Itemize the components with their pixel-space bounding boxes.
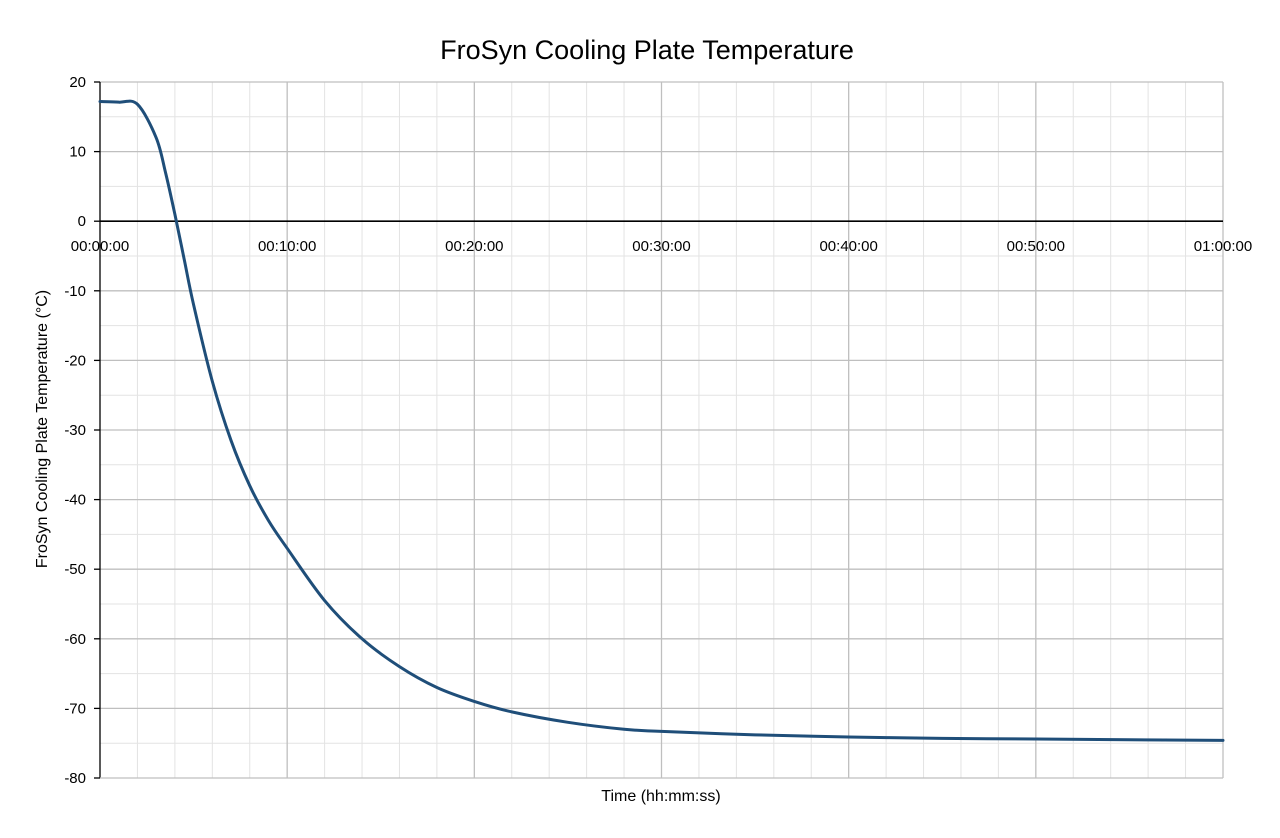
- y-tick-label: -70: [64, 700, 86, 717]
- y-tick-label: -80: [64, 770, 86, 787]
- y-tick-label: 10: [69, 144, 86, 161]
- y-tick-label: 0: [78, 213, 86, 230]
- series-line: [98, 99, 1225, 742]
- x-tick-label: 00:50:00: [1007, 238, 1065, 255]
- y-tick-label: -50: [64, 561, 86, 578]
- x-tick-label: 00:30:00: [632, 238, 690, 255]
- x-tick-label: 00:00:00: [71, 238, 129, 255]
- x-tick-labels: 00:00:00 00:10:00 00:20:00 00:30:00 00:40:00…: [71, 238, 1252, 255]
- major-gridlines: [100, 81, 1224, 778]
- y-tick-label: 20: [69, 74, 86, 91]
- series-layer: [98, 99, 1225, 742]
- x-tick-label: 00:10:00: [258, 238, 316, 255]
- y-tick-label: -60: [64, 631, 86, 648]
- y-tick-labels: 20 10 0 -10 -20 -30 -40 -50 -60 -70 -80: [64, 74, 86, 787]
- y-tick-label: -30: [64, 422, 86, 439]
- chart-title: FroSyn Cooling Plate Temperature: [440, 35, 854, 65]
- axes: [94, 81, 1223, 779]
- x-tick-label: 00:20:00: [445, 238, 503, 255]
- y-axis-label: FroSyn Cooling Plate Temperature (°C): [34, 290, 51, 568]
- x-axis-label: Time (hh:mm:ss): [601, 788, 720, 805]
- y-tick-label: -20: [64, 352, 86, 369]
- y-tick-label: -40: [64, 492, 86, 509]
- y-tick-label: -10: [64, 283, 86, 300]
- x-tick-label: 00:40:00: [819, 238, 877, 255]
- x-tick-label: 01:00:00: [1194, 238, 1252, 255]
